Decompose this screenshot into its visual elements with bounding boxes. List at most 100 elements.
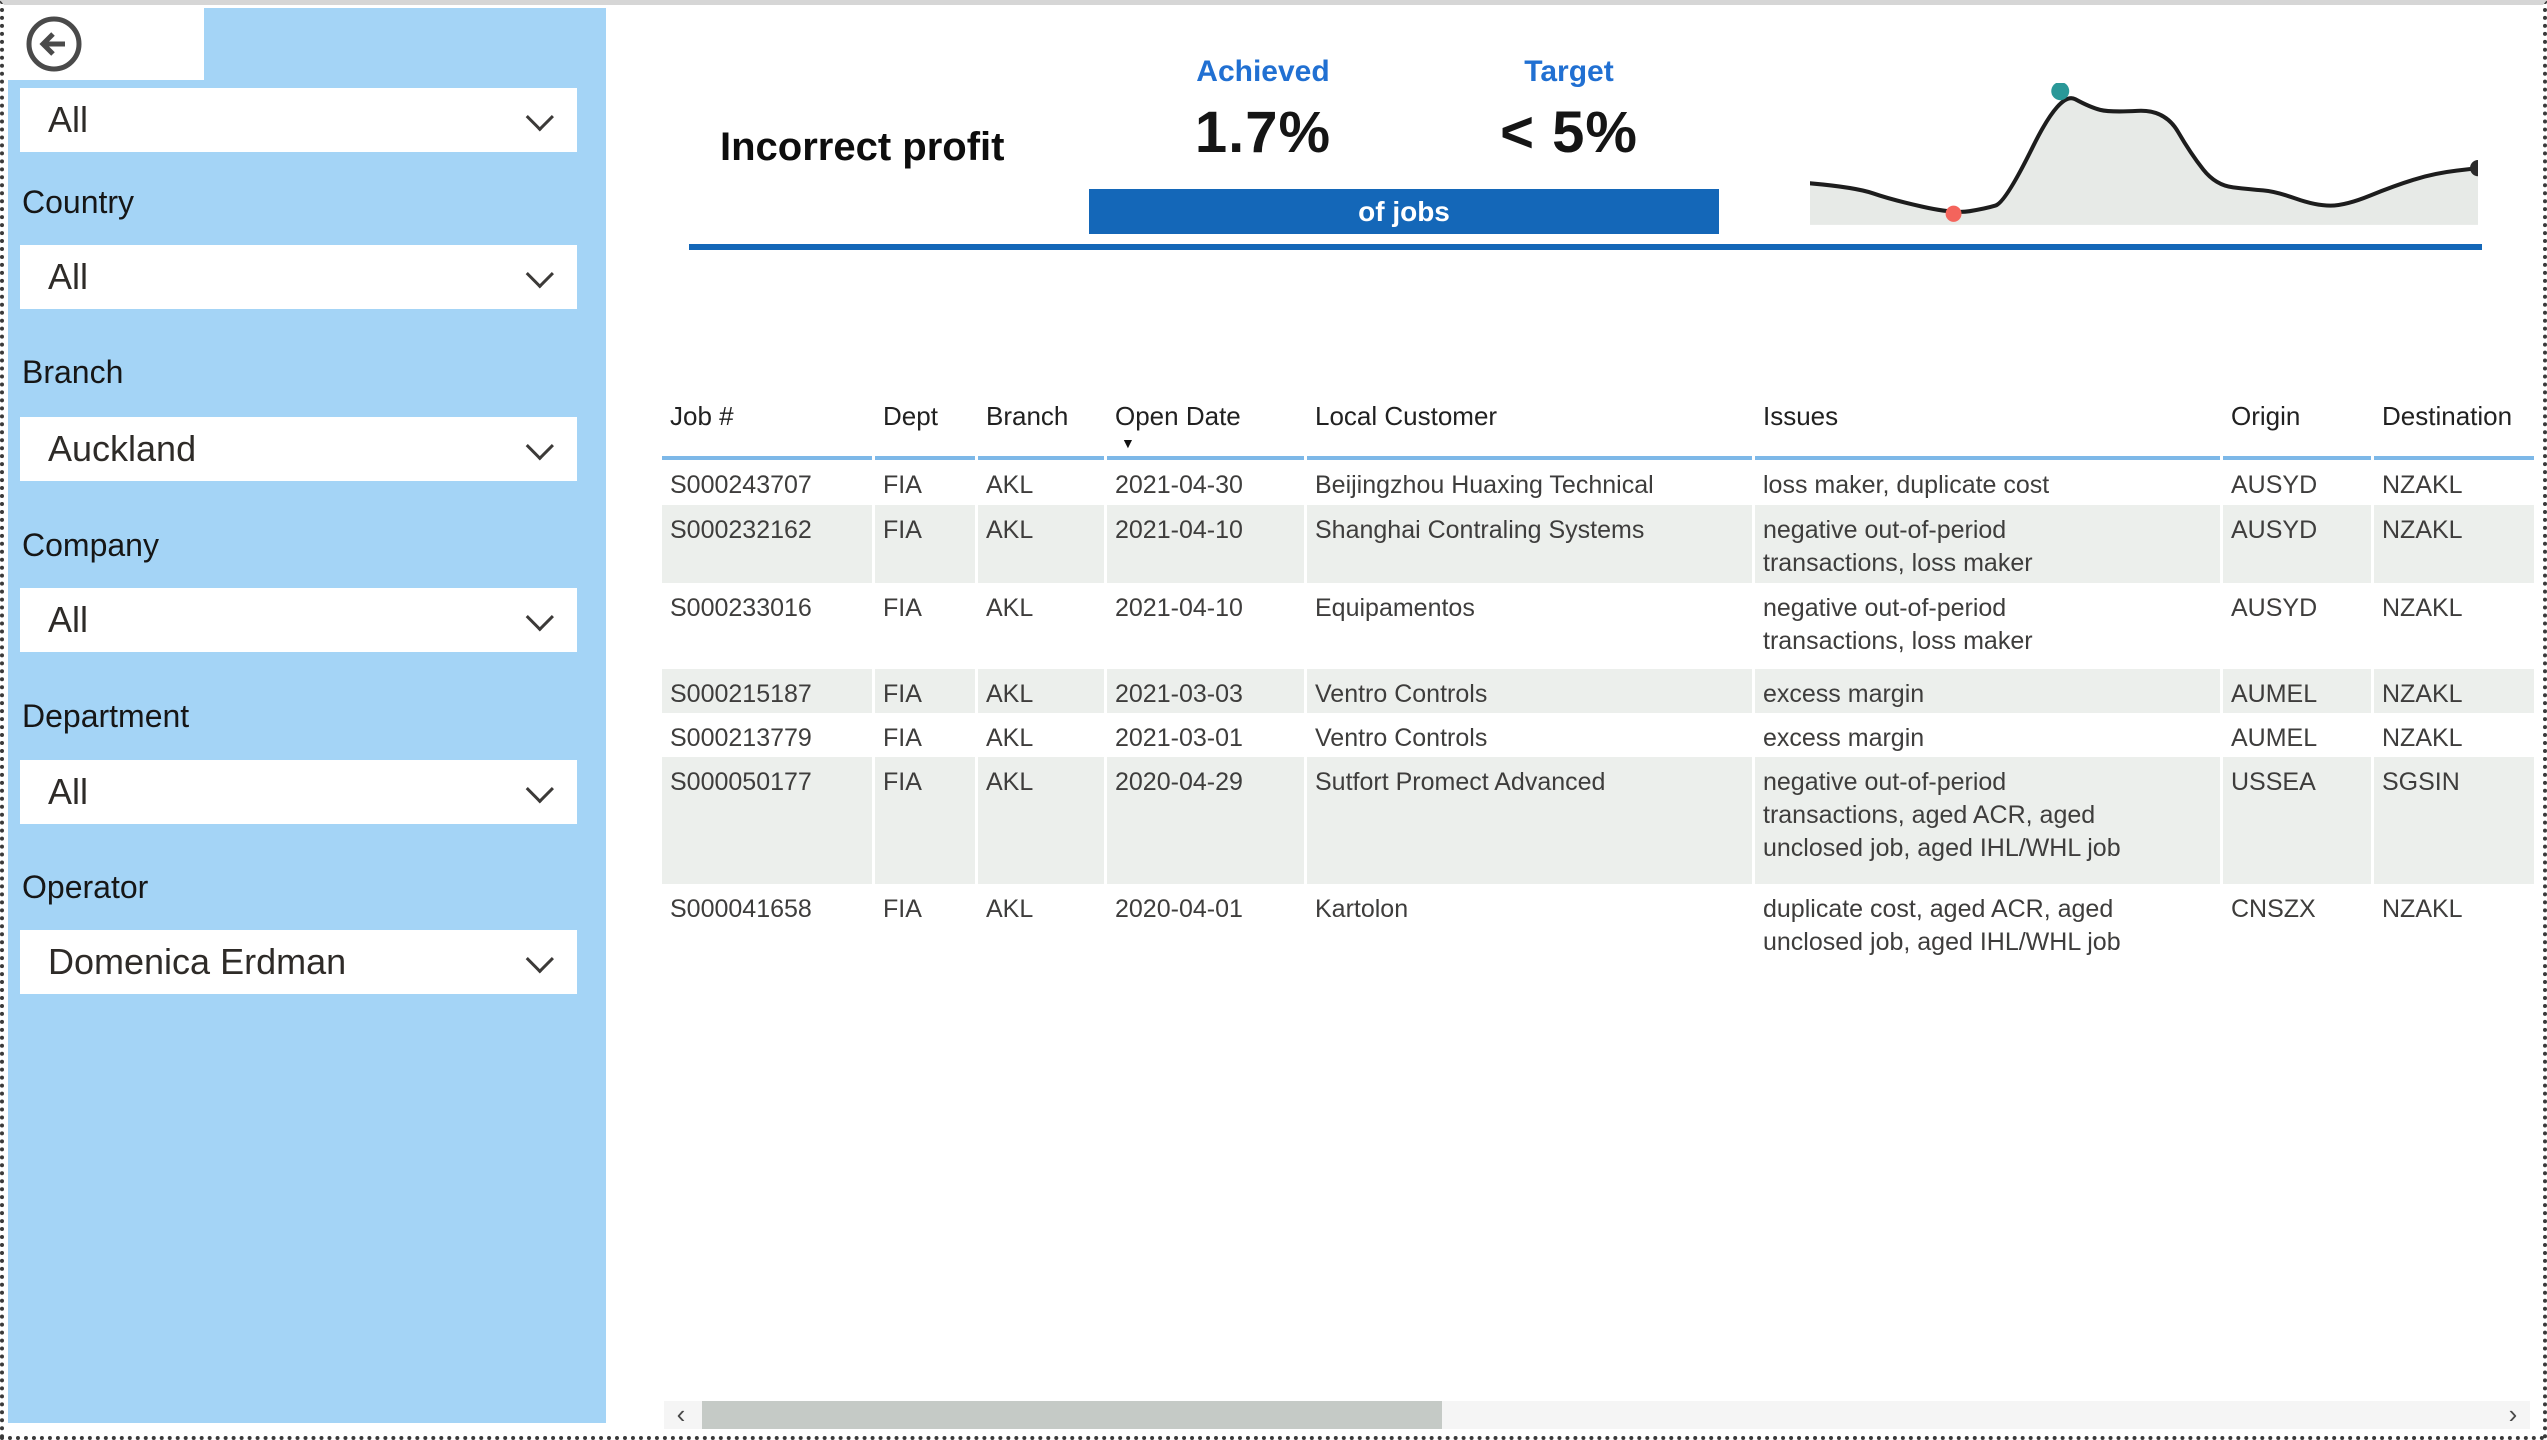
cell-local_customer: Equipamentos <box>1315 594 1475 622</box>
cell-local_customer: Kartolon <box>1315 895 1409 923</box>
cell-open_date: 2020-04-01 <box>1115 895 1243 923</box>
cell-issues: negative out-of-period transactions, los… <box>1755 505 2220 583</box>
cell-destination: NZAKL <box>2382 471 2463 499</box>
table-row[interactable]: S000243707 FIA AKL 2021-04-30 Beijingzhou Hu… <box>662 460 2534 505</box>
arrow-left-circle-icon <box>26 16 82 72</box>
cell-origin: AUMEL <box>2231 724 2318 752</box>
jobs-table: Job # Dept Branch Open Date ▼ Local Cust… <box>659 395 2537 965</box>
cell-open_date: 2021-04-10 <box>1107 505 1304 583</box>
cell-issues: negative out-of-period transactions, los… <box>1763 594 2033 655</box>
cell-branch: AKL <box>978 505 1104 583</box>
cell-destination: NZAKL <box>2374 505 2534 583</box>
column-header-local-customer[interactable]: Local Customer <box>1307 395 1752 460</box>
scrollbar-thumb[interactable] <box>702 1401 1442 1429</box>
chevron-down-icon <box>525 103 554 132</box>
filter-dropdown-department[interactable]: All <box>20 760 577 824</box>
filter-sidebar: All Country All Branch Auckland Company … <box>8 8 606 1423</box>
filter-dropdown-operator[interactable]: Domenica Erdman <box>20 930 577 994</box>
cell-origin: USSEA <box>2223 757 2371 884</box>
filter-label-company: Company <box>22 527 159 563</box>
target-label: Target <box>1524 55 1614 88</box>
cell-destination: SGSIN <box>2374 757 2534 884</box>
sort-descending-icon: ▼ <box>1121 435 1135 451</box>
table-row[interactable]: S000213779 FIA AKL 2021-03-01 Ventro Control… <box>662 713 2534 757</box>
filter-label-operator: Operator <box>22 869 149 905</box>
column-header-destination[interactable]: Destination <box>2374 395 2534 460</box>
cell-branch: AKL <box>978 757 1104 884</box>
cell-origin: CNSZX <box>2231 895 2316 923</box>
kpi-achieved: Achieved 1.7% <box>1113 55 1413 166</box>
achieved-value: 1.7% <box>1194 100 1332 165</box>
filter-dropdown-0[interactable]: All <box>20 88 577 152</box>
filter-value: All <box>48 256 89 297</box>
cell-issues: excess margin <box>1755 669 2220 713</box>
filter-label-branch: Branch <box>22 354 124 390</box>
chevron-down-icon <box>525 945 554 974</box>
cell-open_date: 2021-04-10 <box>1115 594 1243 622</box>
chevron-down-icon <box>525 775 554 804</box>
cell-local_customer: Ventro Controls <box>1307 669 1752 713</box>
cell-dept: FIA <box>883 594 922 622</box>
filter-value: All <box>48 99 89 140</box>
cell-issues: excess margin <box>1763 724 1925 752</box>
filter-dropdown-branch[interactable]: Auckland <box>20 417 577 481</box>
table-row[interactable]: S000050177 FIA AKL 2020-04-29 Sutfort Promec… <box>662 757 2534 884</box>
target-value: < 5% <box>1500 100 1638 165</box>
cell-origin: AUSYD <box>2231 594 2318 622</box>
filter-dropdown-company[interactable]: All <box>20 588 577 652</box>
cell-dept: FIA <box>883 724 922 752</box>
scroll-left-icon[interactable]: ‹ <box>676 1399 686 1429</box>
table-header-row: Job # Dept Branch Open Date ▼ Local Cust… <box>662 395 2534 460</box>
cell-branch: AKL <box>986 594 1034 622</box>
cell-job: S000050177 <box>662 757 872 884</box>
cell-branch: AKL <box>986 895 1034 923</box>
column-header-issues[interactable]: Issues <box>1755 395 2220 460</box>
cell-job: S000213779 <box>670 724 812 752</box>
chevron-down-icon <box>525 603 554 632</box>
sparkline-max-dot <box>2051 83 2070 101</box>
sparkline-last-dot <box>2470 160 2478 177</box>
cell-dept: FIA <box>875 669 975 713</box>
horizontal-scrollbar[interactable]: ‹ › <box>664 1401 2530 1429</box>
column-header-open-date[interactable]: Open Date ▼ <box>1107 395 1304 460</box>
cell-branch: AKL <box>986 724 1034 752</box>
table-row[interactable]: S000041658 FIA AKL 2020-04-01 Kartolon duplic… <box>662 884 2534 965</box>
achieved-label: Achieved <box>1196 55 1330 88</box>
sparkline-area <box>1810 98 2478 225</box>
filter-label-department: Department <box>22 698 190 734</box>
cell-job: S000233016 <box>670 594 812 622</box>
column-header-job[interactable]: Job # <box>662 395 872 460</box>
cell-open_date: 2021-04-30 <box>1115 471 1243 499</box>
table-row[interactable]: S000232162 FIA AKL 2021-04-10 Shanghai Contr… <box>662 505 2534 583</box>
cell-job: S000232162 <box>662 505 872 583</box>
cell-destination: NZAKL <box>2382 724 2463 752</box>
cell-dept: FIA <box>883 895 922 923</box>
cell-local_customer: Shanghai Contraling Systems <box>1307 505 1752 583</box>
column-header-dept[interactable]: Dept <box>875 395 975 460</box>
column-header-origin[interactable]: Origin <box>2223 395 2371 460</box>
back-button-area <box>4 5 204 80</box>
kpi-target: Target < 5% <box>1419 55 1719 166</box>
jobs-table-body: S000243707 FIA AKL 2021-04-30 Beijingzhou Hu… <box>662 460 2534 965</box>
cell-origin: AUSYD <box>2231 471 2318 499</box>
cell-open_date: 2020-04-29 <box>1107 757 1304 884</box>
chevron-down-icon <box>525 432 554 461</box>
cell-branch: AKL <box>978 669 1104 713</box>
filter-value: All <box>48 771 89 812</box>
chevron-down-icon <box>525 260 554 289</box>
scroll-right-icon[interactable]: › <box>2508 1399 2518 1429</box>
back-button[interactable] <box>24 14 84 74</box>
filter-dropdown-country[interactable]: All <box>20 245 577 309</box>
sparkline-line <box>1810 96 2478 214</box>
cell-issues: loss maker, duplicate cost <box>1763 471 2050 499</box>
cell-issues: negative out-of-period transactions, age… <box>1755 757 2220 884</box>
kpi-divider <box>689 244 2482 250</box>
filter-value: All <box>48 599 89 640</box>
sparkline-min-dot <box>1945 205 1962 222</box>
kpi-title: Incorrect profit <box>720 125 1005 169</box>
column-header-branch[interactable]: Branch <box>978 395 1104 460</box>
cell-open_date: 2021-03-03 <box>1107 669 1304 713</box>
table-row[interactable]: S000215187 FIA AKL 2021-03-03 Ventro Control… <box>662 669 2534 713</box>
cell-job: S000215187 <box>662 669 872 713</box>
table-row[interactable]: S000233016 FIA AKL 2021-04-10 Equipamentos ne… <box>662 583 2534 669</box>
